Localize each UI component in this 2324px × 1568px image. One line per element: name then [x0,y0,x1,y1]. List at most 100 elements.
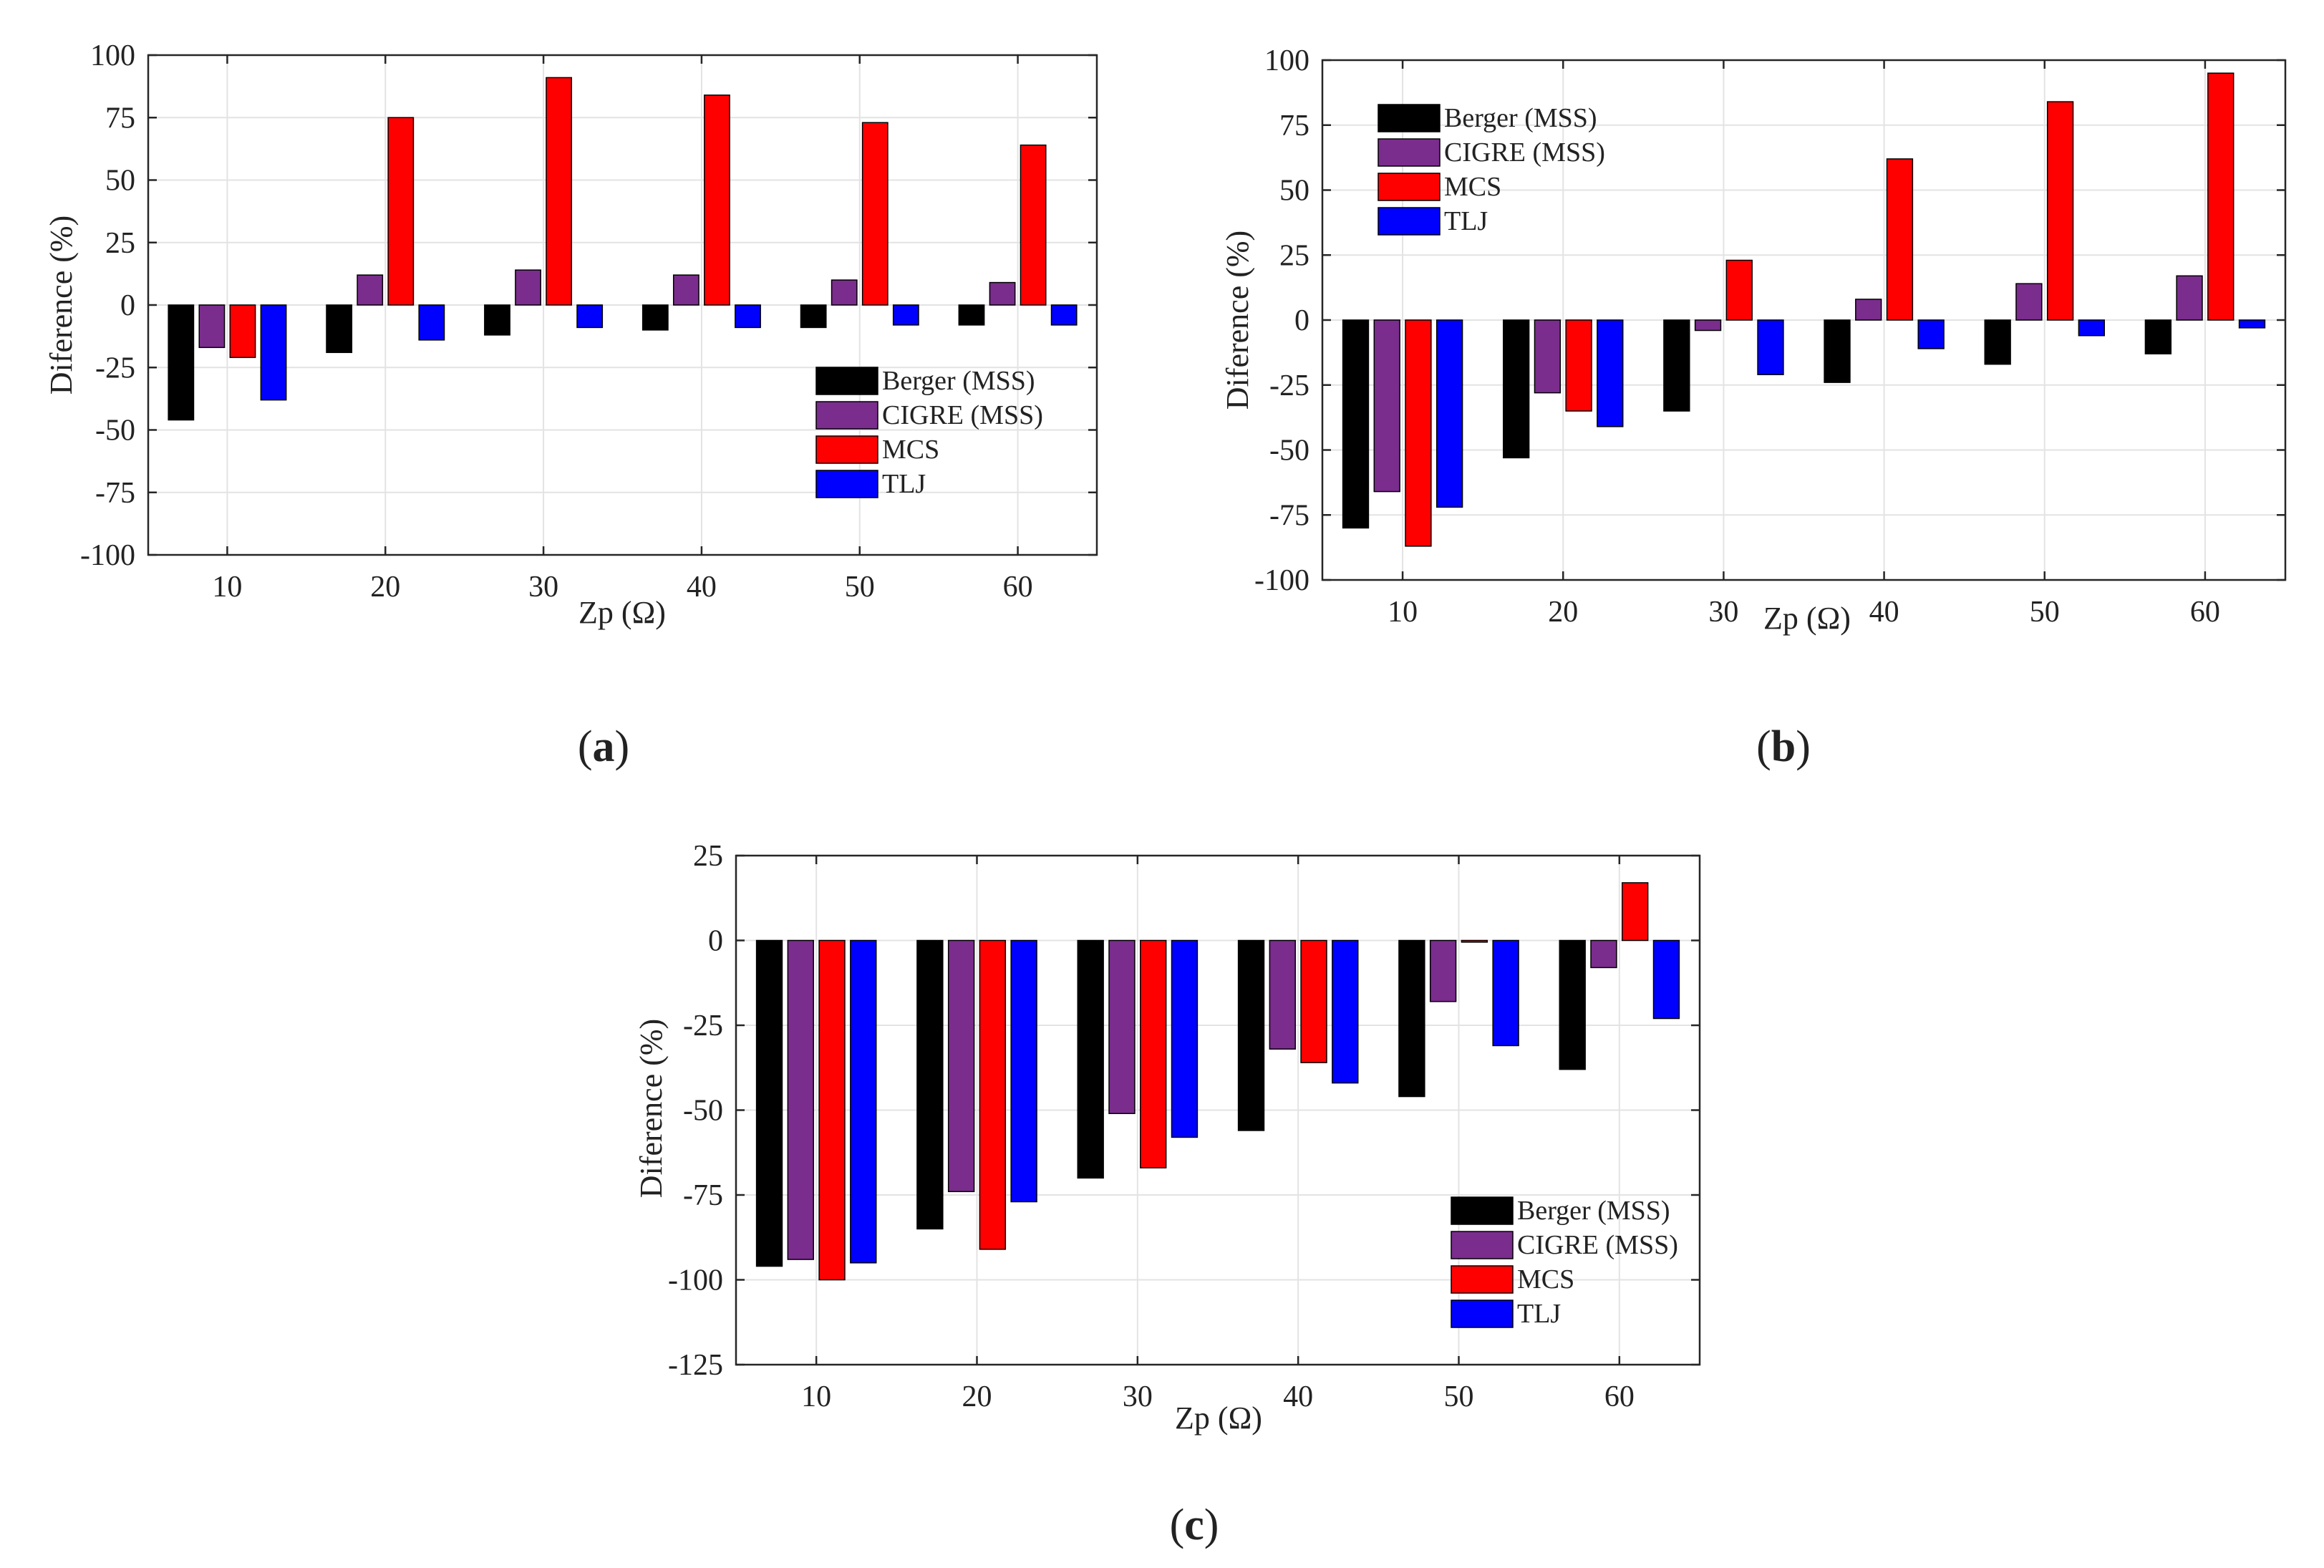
x-tick-label: 50 [845,571,875,604]
bar-mcs-60 [1020,144,1047,306]
bar-cigre-mss-50 [2015,283,2043,321]
panel-a: 100 75 50 25 0 -25 -50 -75 -100 10 20 30 40 50 60 Zp (Ω… [44,39,1098,771]
x-tick-label: 10 [212,571,242,604]
bar-cigre-mss-30 [1108,939,1136,1114]
y-ticks: 25 0 -25 -50 -75 -100 -125 [668,840,1700,1382]
bar-cigre-mss-10 [787,939,814,1260]
bars [755,882,1680,1281]
x-tick-label: 40 [687,571,717,604]
bar-mcs-30 [1725,259,1753,321]
bar-berger-mss-60 [1559,939,1586,1070]
bar-mcs-20 [979,939,1007,1250]
bar-cigre-mss-60 [2176,275,2203,321]
y-tick-label: -75 [1269,499,1309,532]
bar-mcs-60 [1622,882,1649,942]
legend-label-tlj: TLJ [1517,1299,1561,1329]
legend: Berger (MSS) CIGRE (MSS) MCS TLJ [1451,1196,1678,1329]
x-ticks: 10 20 30 40 50 60 [1388,60,2220,629]
x-tick-label: 20 [962,1380,992,1413]
bar-tlj-20 [418,304,445,341]
x-tick-label: 60 [1604,1380,1635,1413]
bar-cigre-mss-50 [1429,939,1457,1002]
bar-mcs-50 [2046,101,2074,321]
x-tick-label: 50 [1444,1380,1474,1413]
bar-mcs-20 [387,117,415,306]
y-tick-label: -25 [95,352,135,384]
bar-mcs-60 [2207,72,2235,321]
bar-cigre-mss-40 [1269,939,1296,1050]
y-tick-label: 75 [105,102,135,135]
bar-berger-mss-30 [1077,939,1104,1179]
legend-label-mcs: MCS [1444,172,1501,202]
bar-tlj-60 [1050,304,1078,326]
legend-label-mcs: MCS [1517,1264,1574,1294]
y-tick-label: 25 [1279,239,1309,272]
legend-label-berger-mss: Berger (MSS) [1444,103,1597,133]
y-tick-label: -100 [1254,564,1309,597]
bar-cigre-mss-20 [1534,319,1562,394]
bar-tlj-60 [2238,319,2266,329]
legend-swatch-cigre-mss [1451,1231,1514,1259]
y-tick-label: 50 [105,165,135,198]
y-tick-label: -50 [95,415,135,447]
bar-mcs-10 [229,304,256,359]
bar-cigre-mss-40 [1855,299,1882,321]
bar-berger-mss-40 [1824,319,1851,383]
x-tick-label: 50 [2030,596,2060,629]
bar-cigre-mss-20 [947,939,975,1193]
y-tick-label: -75 [683,1179,723,1212]
y-axis-title: Diference (%) [44,216,79,395]
legend-label-cigre-mss: CIGRE (MSS) [882,400,1043,430]
legend-label-cigre-mss: CIGRE (MSS) [1444,137,1605,168]
legend: Berger (MSS) CIGRE (MSS) MCS TLJ [1378,103,1605,236]
panel-label: (a) [578,722,629,771]
y-tick-label: -50 [1269,435,1309,468]
bar-berger-mss-20 [916,939,944,1230]
bar-berger-mss-50 [1984,319,2011,365]
bars [1342,72,2266,547]
legend: Berger (MSS) CIGRE (MSS) MCS TLJ [815,366,1043,499]
bar-mcs-40 [704,95,730,306]
y-tick-label: -25 [1269,369,1309,402]
bar-cigre-mss-60 [1590,939,1617,969]
bar-berger-mss-30 [1663,319,1690,412]
x-tick-label: 20 [1548,596,1578,629]
bar-tlj-20 [1597,319,1624,427]
bars [168,77,1078,421]
bar-mcs-50 [861,122,889,306]
bar-tlj-30 [1171,939,1199,1138]
bar-tlj-40 [1917,319,1945,349]
y-ticks: 100 75 50 25 0 -25 -50 -75 -100 [1254,44,2285,597]
y-tick-label: 75 [1279,110,1309,142]
bar-tlj-40 [1332,939,1359,1084]
y-tick-label: 25 [105,227,135,260]
y-tick-label: -75 [95,477,135,510]
bar-mcs-10 [1405,319,1432,547]
legend-swatch-tlj [1451,1300,1514,1328]
y-tick-label: 0 [708,925,723,958]
panel-c: 25 0 -25 -50 -75 -100 -125 10 20 30 40 50 60 Zp (Ω) Di… [634,840,1701,1549]
bar-tlj-10 [1435,319,1463,508]
x-tick-label: 40 [1869,596,1899,629]
y-tick-label: 100 [1264,44,1309,77]
bar-tlj-20 [1010,939,1037,1203]
bar-mcs-10 [818,939,846,1281]
y-tick-label: -125 [668,1349,723,1382]
bar-mcs-40 [1300,939,1327,1063]
legend-swatch-tlj [815,470,878,498]
y-tick-label: -50 [683,1095,723,1128]
bar-cigre-mss-20 [357,274,384,306]
bar-berger-mss-20 [1503,319,1530,459]
legend-swatch-berger-mss [1378,104,1441,132]
legend-label-cigre-mss: CIGRE (MSS) [1517,1230,1678,1260]
x-tick-label: 40 [1283,1380,1313,1413]
legend-label-tlj: TLJ [1444,206,1488,236]
bar-mcs-40 [1886,158,1914,321]
bar-berger-mss-60 [958,304,985,326]
bar-berger-mss-40 [1237,939,1265,1131]
legend-label-berger-mss: Berger (MSS) [882,366,1035,396]
bar-tlj-60 [1652,939,1680,1020]
x-tick-label: 30 [1123,1380,1153,1413]
x-axis-title: Zp (Ω) [578,595,666,630]
